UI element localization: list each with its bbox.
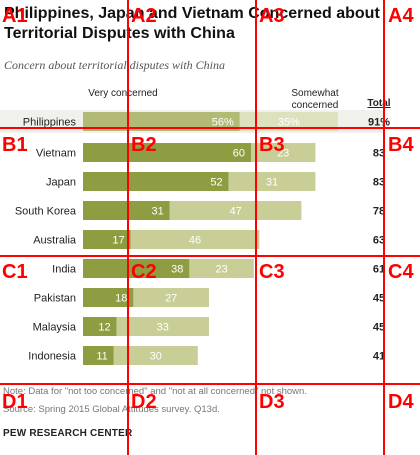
bar-very-concerned xyxy=(83,259,190,278)
total-label: 61 xyxy=(373,264,385,276)
grid-cell-label: C1 xyxy=(2,261,28,283)
data-label-very: 60 xyxy=(233,148,245,160)
bar-somewhat-concerned xyxy=(189,259,254,278)
data-label-somewhat: 33 xyxy=(157,322,169,334)
category-label: Australia xyxy=(33,235,77,247)
data-label-very: 52 xyxy=(210,177,222,189)
data-label-very: 11 xyxy=(96,351,107,363)
chart-subtitle: Concern about territorial disputes with … xyxy=(4,58,226,72)
grid-cell-label: B2 xyxy=(131,134,157,156)
category-label: South Korea xyxy=(15,206,77,218)
bar-somewhat-concerned xyxy=(239,112,338,131)
category-label: Japan xyxy=(46,177,76,189)
data-label-very: 56% xyxy=(212,117,234,129)
data-label-somewhat: 23 xyxy=(215,264,227,276)
chart-source: Source: Spring 2015 Global Attitudes sur… xyxy=(3,404,220,415)
bar-somewhat-concerned xyxy=(228,172,316,191)
grid-cell-label: A3 xyxy=(259,5,285,27)
data-label-somewhat: 31 xyxy=(266,177,278,189)
total-label: 63 xyxy=(373,235,385,247)
grid-cell-label: B1 xyxy=(2,134,28,156)
bar-very-concerned xyxy=(83,112,240,131)
chart-note: Note: Data for "not too concerned" and "… xyxy=(3,386,307,397)
grid-line-horizontal xyxy=(0,383,420,385)
grid-cell-label: A4 xyxy=(388,5,414,27)
total-label: 45 xyxy=(373,293,385,305)
data-label-somewhat: 23 xyxy=(277,148,289,160)
data-label-somewhat: 35% xyxy=(278,117,300,129)
grid-line-vertical xyxy=(127,0,129,455)
bar-very-concerned xyxy=(83,288,134,307)
bar-very-concerned xyxy=(83,346,114,365)
category-label: Vietnam xyxy=(36,148,76,160)
grid-cell-label: C2 xyxy=(131,261,157,283)
grid-line-horizontal xyxy=(0,255,420,257)
bar-somewhat-concerned xyxy=(251,143,316,162)
data-label-very: 31 xyxy=(152,206,164,218)
data-label-very: 38 xyxy=(171,264,183,276)
category-label: Philippines xyxy=(23,117,77,129)
bar-somewhat-concerned xyxy=(113,346,198,365)
bar-very-concerned xyxy=(83,230,131,249)
data-label-somewhat: 47 xyxy=(229,206,241,218)
total-label: 45 xyxy=(373,322,385,334)
bar-somewhat-concerned xyxy=(116,317,209,336)
category-label: Indonesia xyxy=(28,351,77,363)
grid-line-horizontal xyxy=(0,127,420,129)
bar-somewhat-concerned xyxy=(169,201,302,220)
bar-very-concerned xyxy=(83,143,251,162)
column-header-very: Very concerned xyxy=(88,88,158,99)
data-label-very: 17 xyxy=(112,235,124,247)
grid-cell-label: D2 xyxy=(131,391,157,413)
total-label: 83 xyxy=(373,177,385,189)
category-label: Malaysia xyxy=(33,322,77,334)
data-label-very: 12 xyxy=(98,322,110,334)
bar-very-concerned xyxy=(83,172,229,191)
total-label: 78 xyxy=(373,206,385,218)
grid-cell-label: D4 xyxy=(388,391,414,413)
grid-cell-label: C3 xyxy=(259,261,285,283)
data-label-somewhat: 46 xyxy=(189,235,201,247)
grid-cell-label: A2 xyxy=(131,5,157,27)
data-label-somewhat: 27 xyxy=(165,293,177,305)
grid-cell-label: B3 xyxy=(259,134,285,156)
grid-cell-label: C4 xyxy=(388,261,414,283)
grid-line-vertical xyxy=(383,0,385,455)
chart-title: Philippines, Japan and Vietnam Concerned… xyxy=(4,5,380,42)
column-header-somewhat: Somewhat concerned xyxy=(291,88,339,111)
bar-very-concerned xyxy=(83,201,170,220)
grid-cell-label: A1 xyxy=(2,5,28,27)
bar-somewhat-concerned xyxy=(130,230,260,249)
data-label-somewhat: 30 xyxy=(150,351,162,363)
brand-label: PEW RESEARCH CENTER xyxy=(3,428,133,439)
grid-cell-label: D1 xyxy=(2,391,28,413)
category-label: Pakistan xyxy=(34,293,76,305)
total-label: 41 xyxy=(373,351,385,363)
bar-very-concerned xyxy=(83,317,117,336)
grid-cell-label: B4 xyxy=(388,134,414,156)
data-label-very: 18 xyxy=(115,293,127,305)
total-label: 83 xyxy=(373,148,385,160)
column-header-total: Total xyxy=(367,98,391,109)
grid-cell-label: D3 xyxy=(259,391,285,413)
bar-somewhat-concerned xyxy=(133,288,209,307)
category-label: India xyxy=(52,264,77,276)
grid-line-vertical xyxy=(255,0,257,455)
